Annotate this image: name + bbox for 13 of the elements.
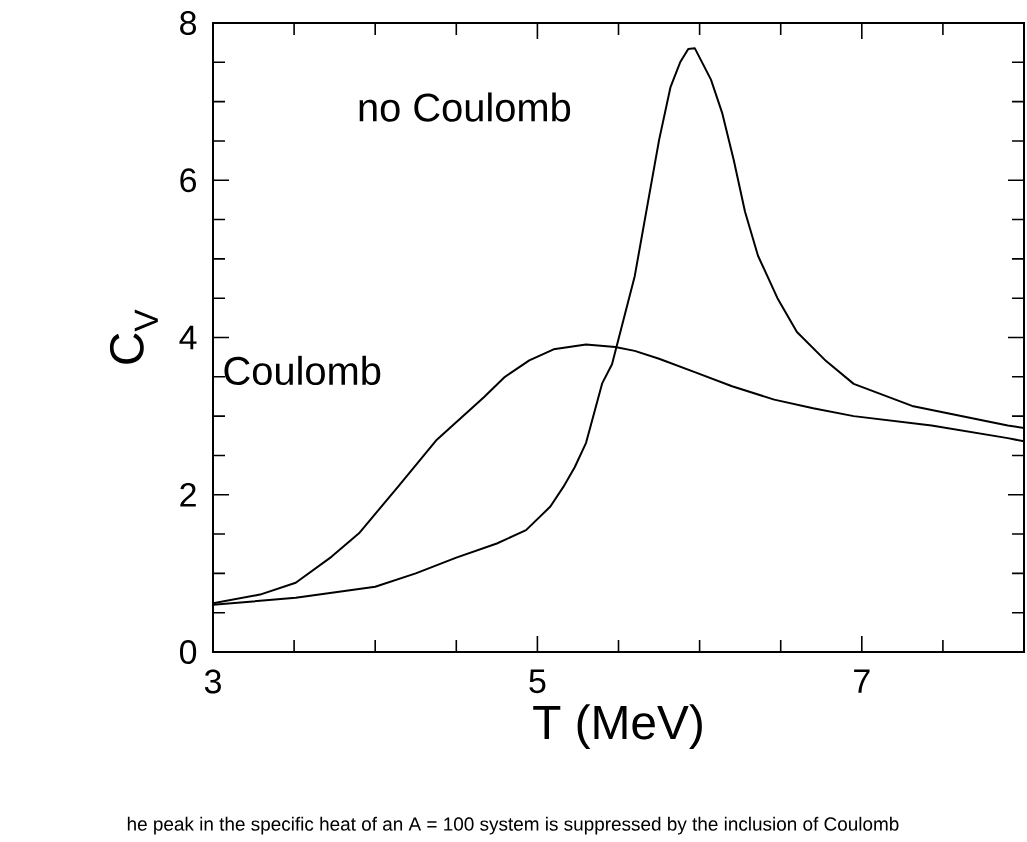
y-tick-label: 2 — [180, 482, 196, 507]
y-tick-label: 8 — [180, 11, 197, 35]
x-tick-label: 5 — [529, 669, 546, 694]
x-tick-label: 7 — [854, 669, 870, 693]
y-tick-label: 0 — [179, 640, 197, 664]
annotation: Coulomb — [224, 355, 381, 386]
y-axis-title: C$_{V}$ — [109, 309, 158, 364]
text: he peak in the specific heat of an A = 100 system is suppressed by the inclusion of Coulomb — [127, 816, 899, 835]
x-tick-label: 3 — [204, 669, 221, 694]
y-tick-label: 6 — [180, 168, 196, 193]
y-tick-label: 4 — [179, 325, 197, 350]
annotation: no Coulomb — [359, 92, 571, 122]
x-axis-title: T (MeV) — [533, 704, 702, 749]
